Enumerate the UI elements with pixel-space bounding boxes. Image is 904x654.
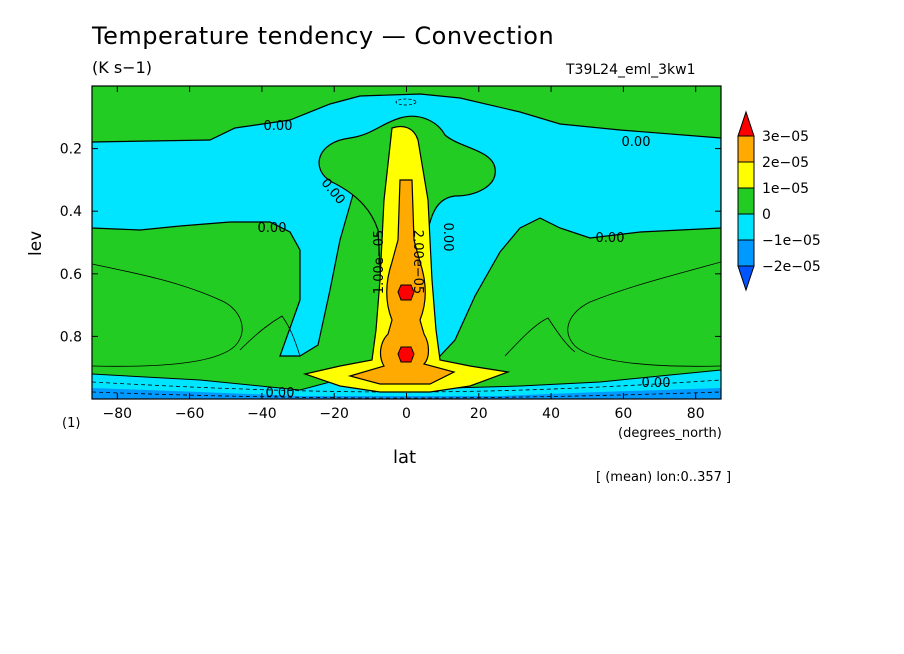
contour-label: 0.00 (596, 231, 625, 246)
x-tick-label: −60 (175, 406, 205, 422)
colorbar-cap-top (737, 110, 755, 137)
contour-line-left-green (92, 263, 243, 367)
contour-line-top-dashed (395, 98, 417, 106)
colorbar-label: 3e−05 (762, 129, 809, 145)
y-tick-label: 0.4 (60, 204, 82, 220)
y-tick-label: 0.6 (60, 267, 82, 283)
colorbar-swatch (737, 239, 755, 267)
colorbar-swatch (737, 187, 755, 215)
colorbar-label: −1e−05 (762, 233, 821, 249)
contour-label: 0.00 (258, 221, 287, 236)
x-axis-unit: (degrees_north) (618, 426, 722, 441)
x-tick-label: 0 (402, 406, 411, 422)
x-tick-label: 20 (470, 406, 488, 422)
contour-line-negative-dashed-2 (92, 391, 721, 399)
fill-red-max-upper (397, 284, 415, 301)
colorbar-label: 0 (762, 207, 771, 223)
x-tick-label: 80 (687, 406, 705, 422)
contour-line-negative-dashed (92, 379, 721, 393)
x-tick-label: 60 (614, 406, 632, 422)
contour-line-right-green (567, 261, 721, 367)
colorbar-swatch (737, 161, 755, 189)
contour-label: 0.00 (266, 386, 295, 401)
fill-red-max-lower (397, 346, 415, 363)
x-tick-label: −20 (319, 406, 349, 422)
contour-label: 0.00 (622, 135, 651, 150)
chart-units: (K s−1) (92, 58, 152, 77)
fill-cyan-surface-band (92, 369, 721, 399)
colorbar-label: −2e−05 (762, 259, 821, 275)
contour-label: 2.00e−05 (410, 230, 425, 294)
contour-fill-layer (92, 86, 721, 399)
contour-label: 0.00 (264, 119, 293, 134)
y-axis-ticks: 0.2 0.4 0.6 0.8 (60, 142, 721, 345)
fill-orange-core (347, 179, 456, 385)
x-axis-ticks: −80 −60 −40 −20 0 20 40 60 80 (103, 86, 705, 422)
footnote: [ (mean) lon:0..357 ] (596, 470, 732, 485)
x-axis-label: lat (393, 447, 417, 468)
colorbar-label: 1e−05 (762, 181, 809, 197)
contour-labels: 0.00 0.00 0.00 0.00 0.00 0.00 0.00 1.00e−05 2.00… (258, 119, 671, 401)
x-tick-label: −80 (103, 406, 133, 422)
contour-line-left-peak (239, 315, 301, 357)
x-tick-label: 40 (542, 406, 560, 422)
y-tick-label: 0.2 (60, 142, 82, 158)
contour-label: 0.00 (642, 376, 671, 391)
colorbar-cap-bottom (737, 265, 755, 292)
fill-cyan-upper-band (92, 93, 721, 357)
chart-title: Temperature tendency — Convection (92, 22, 555, 50)
y-tick-label: 0.8 (60, 329, 82, 345)
contour-label: 1.00e−05 (372, 230, 387, 294)
colorbar-legend: 3e−05 2e−05 1e−05 0 −1e−05 −2e−05 (737, 110, 821, 292)
contour-label: 0.00 (440, 223, 455, 252)
run-id: T39L24_eml_3kw1 (566, 62, 696, 78)
x-tick-label: −40 (247, 406, 277, 422)
colorbar-label: 2e−05 (762, 155, 809, 171)
colorbar-swatch (737, 135, 755, 163)
colorbar-swatch (737, 213, 755, 241)
y-axis-corner-label: (1) (62, 416, 81, 431)
contour-line-right-peak (504, 317, 576, 357)
